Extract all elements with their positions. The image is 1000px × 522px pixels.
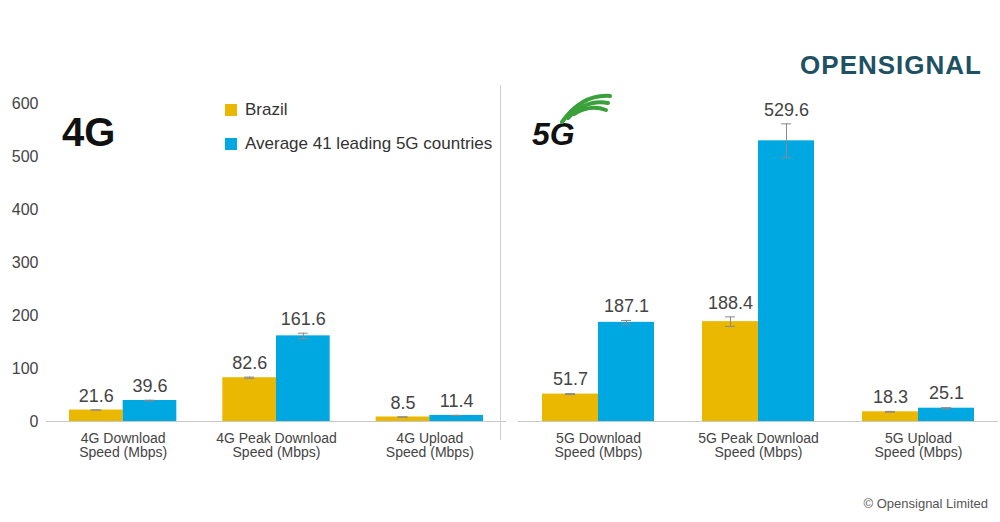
svg-text:500: 500 xyxy=(12,148,39,165)
svg-text:18.3: 18.3 xyxy=(873,387,908,407)
html-text:OPENSIGNAL: OPENSIGNAL xyxy=(800,50,982,80)
svg-text:600: 600 xyxy=(12,95,39,112)
svg-text:4G UploadSpeed (Mbps): 4G UploadSpeed (Mbps) xyxy=(386,430,474,460)
html-text:Brazil: Brazil xyxy=(245,100,288,119)
html-text:4G: 4G xyxy=(62,110,116,154)
svg-text:161.6: 161.6 xyxy=(281,309,326,329)
svg-text:21.6: 21.6 xyxy=(79,386,114,406)
svg-text:51.7: 51.7 xyxy=(553,369,588,389)
svg-text:200: 200 xyxy=(12,307,39,324)
svg-text:188.4: 188.4 xyxy=(708,293,753,313)
svg-text:529.6: 529.6 xyxy=(764,100,809,120)
svg-text:300: 300 xyxy=(12,254,39,271)
svg-text:4G Peak DownloadSpeed (Mbps): 4G Peak DownloadSpeed (Mbps) xyxy=(216,430,337,460)
svg-text:400: 400 xyxy=(12,201,39,218)
html-text:© Opensignal Limited: © Opensignal Limited xyxy=(863,496,988,511)
svg-text:187.1: 187.1 xyxy=(604,296,649,316)
svg-text:5G UploadSpeed (Mbps): 5G UploadSpeed (Mbps) xyxy=(875,430,963,460)
svg-text:0: 0 xyxy=(30,413,39,430)
svg-text:11.4: 11.4 xyxy=(440,391,474,411)
svg-text:8.5: 8.5 xyxy=(390,393,415,413)
svg-text:39.6: 39.6 xyxy=(132,376,167,396)
svg-text:100: 100 xyxy=(12,360,39,377)
svg-text:5G DownloadSpeed (Mbps): 5G DownloadSpeed (Mbps) xyxy=(555,430,643,460)
html-text:5G: 5G xyxy=(532,116,575,152)
svg-text:5G Peak DownloadSpeed (Mbps): 5G Peak DownloadSpeed (Mbps) xyxy=(698,430,819,460)
html-text:Average 41 leading 5G countrie: Average 41 leading 5G countries xyxy=(245,134,493,153)
svg-text:82.6: 82.6 xyxy=(232,353,267,373)
svg-text:25.1: 25.1 xyxy=(929,383,964,403)
svg-text:4G DownloadSpeed (Mbps): 4G DownloadSpeed (Mbps) xyxy=(79,430,167,460)
